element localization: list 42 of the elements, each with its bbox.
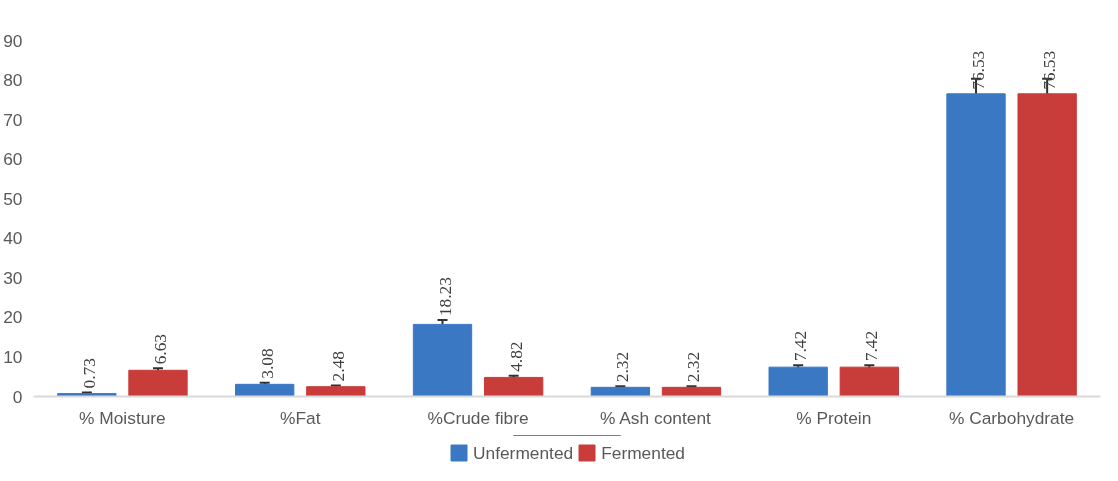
data-label: 6.63 xyxy=(150,333,170,365)
data-label: 76.53 xyxy=(1040,50,1060,90)
bar xyxy=(839,366,899,397)
y-tick-label: 90 xyxy=(3,30,23,51)
bar xyxy=(661,386,722,397)
legend-label: Fermented xyxy=(601,442,685,463)
y-tick-label: 30 xyxy=(3,267,23,288)
data-label: 18.23 xyxy=(435,277,455,317)
data-label: 2.32 xyxy=(684,351,704,383)
data-label: 7.42 xyxy=(791,330,811,362)
data-label: 4.82 xyxy=(506,341,526,372)
bar xyxy=(946,93,1006,397)
data-label: 2.48 xyxy=(328,351,348,382)
data-label: 7.42 xyxy=(862,330,882,362)
x-tick-label: %Crude fibre xyxy=(427,407,529,428)
x-tick-label: % Moisture xyxy=(79,407,166,428)
data-label: 3.08 xyxy=(257,348,277,379)
legend-label: Unfermented xyxy=(473,442,574,463)
bar xyxy=(128,369,188,397)
x-tick-label: % Protein xyxy=(796,407,872,428)
y-tick-label: 10 xyxy=(3,346,23,367)
x-tick-label: % Ash content xyxy=(600,407,712,428)
bar xyxy=(235,383,295,397)
bar xyxy=(1017,93,1077,397)
x-tick-label: % Carbohydrate xyxy=(948,407,1075,428)
y-tick-label: 60 xyxy=(3,149,23,170)
data-label: 0.73 xyxy=(79,358,99,389)
y-tick-label: 70 xyxy=(3,109,23,130)
data-label: 2.32 xyxy=(613,351,633,383)
y-tick-label: 20 xyxy=(3,307,23,328)
y-tick-label: 80 xyxy=(3,70,23,91)
bar xyxy=(590,386,651,397)
x-tick-label: %Fat xyxy=(280,407,321,428)
y-tick-label: 50 xyxy=(3,188,23,209)
bar xyxy=(306,386,366,397)
bar xyxy=(412,323,473,397)
bar xyxy=(57,393,117,397)
bar xyxy=(483,376,544,397)
bar xyxy=(768,366,828,397)
y-tick-label: 40 xyxy=(3,228,23,249)
y-tick-label: 0 xyxy=(12,386,23,407)
data-label: 76.53 xyxy=(969,50,989,90)
